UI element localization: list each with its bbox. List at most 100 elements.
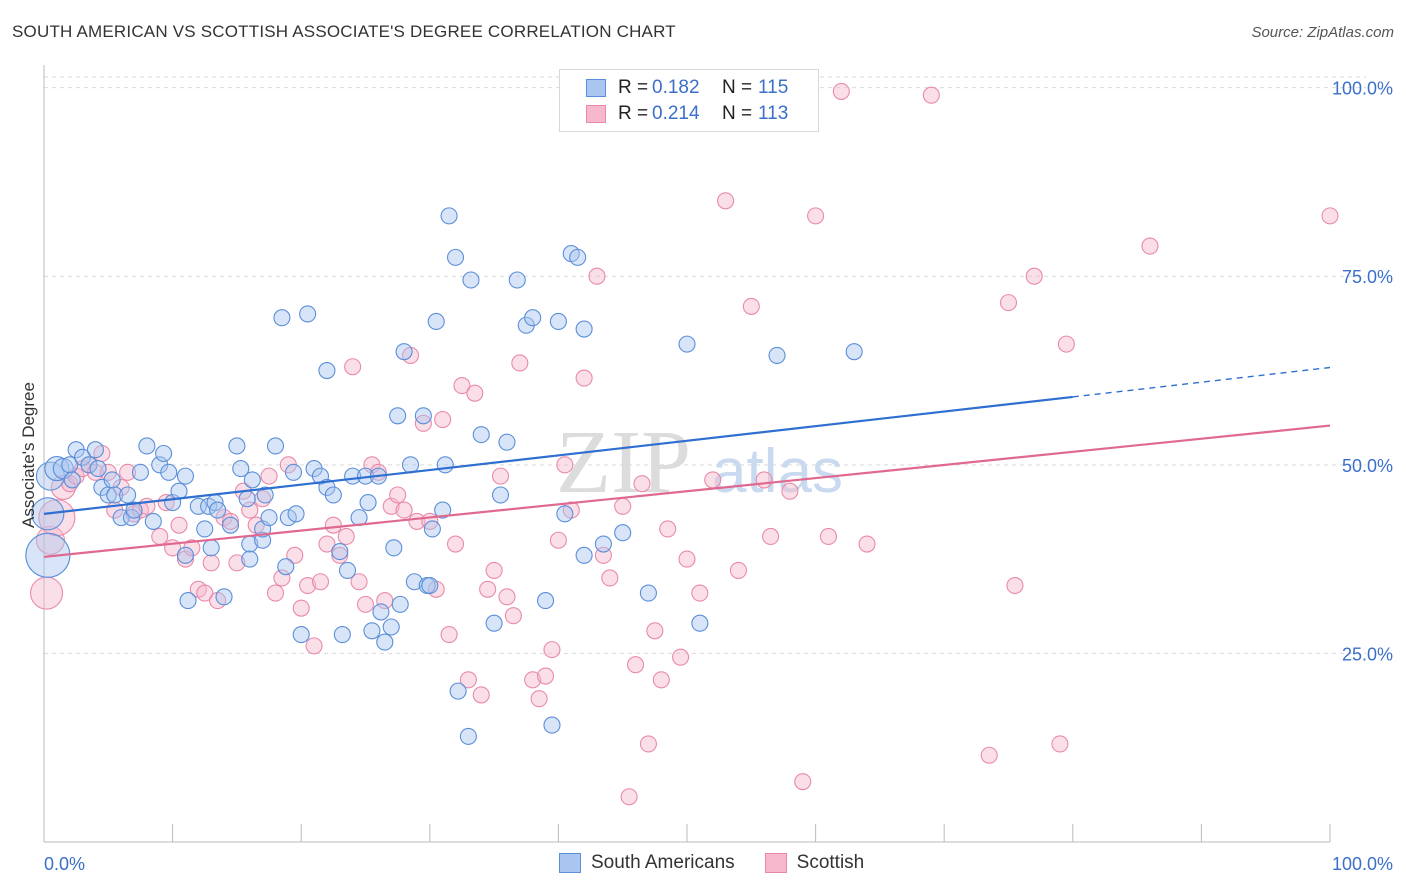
scottish-point bbox=[646, 622, 664, 640]
south-american-point bbox=[80, 456, 98, 474]
scottish-point bbox=[266, 584, 285, 602]
south-american-point bbox=[176, 467, 195, 485]
south-american-point bbox=[678, 335, 696, 353]
scottish-point bbox=[633, 475, 651, 493]
legend-row-scottish: R = 0.214 N = 113 bbox=[586, 102, 788, 126]
scottish-point bbox=[324, 516, 342, 534]
scottish-point bbox=[717, 192, 735, 210]
scottish-point bbox=[614, 497, 632, 515]
south-american-point bbox=[459, 727, 477, 745]
scottish-point bbox=[344, 358, 362, 376]
south-american-point bbox=[196, 520, 214, 538]
south-american-point bbox=[125, 501, 143, 519]
y-tick-label: 25.0% bbox=[1342, 644, 1393, 664]
y-tick-label: 50.0% bbox=[1342, 456, 1393, 476]
south-american-point bbox=[284, 463, 303, 481]
scottish-point bbox=[678, 550, 696, 568]
south-american-point bbox=[324, 486, 342, 504]
scottish-point bbox=[627, 656, 645, 674]
south-american-point bbox=[89, 460, 107, 478]
watermark: ZIP atlas bbox=[556, 413, 843, 512]
scottish-point bbox=[446, 535, 465, 553]
south-american-point bbox=[427, 312, 445, 331]
south-american-point bbox=[385, 539, 403, 557]
south-american-point bbox=[768, 346, 786, 364]
scottish-trend bbox=[43, 424, 1331, 558]
scottish-point bbox=[543, 641, 561, 659]
south-american-point bbox=[575, 320, 593, 338]
south-american-point bbox=[508, 271, 526, 289]
scottish-point bbox=[196, 584, 214, 602]
scottish-point bbox=[858, 535, 876, 553]
south-american-point bbox=[256, 486, 274, 504]
scottish-point bbox=[395, 501, 413, 519]
scottish-point bbox=[536, 667, 555, 685]
scottish-point bbox=[601, 569, 619, 587]
scottish-point bbox=[999, 294, 1018, 312]
scottish-point bbox=[807, 207, 825, 225]
south-american-point bbox=[112, 509, 130, 527]
south-american-point bbox=[498, 433, 516, 451]
scottish-point bbox=[30, 576, 64, 610]
scottish-point bbox=[466, 384, 484, 402]
south-american-point bbox=[594, 535, 612, 553]
south-americans-points bbox=[25, 207, 863, 745]
south-american-point bbox=[238, 490, 256, 508]
south-american-point bbox=[436, 456, 454, 474]
legend-row-south-americans: R = 0.182 N = 115 bbox=[586, 76, 788, 100]
south-american-point bbox=[639, 584, 657, 602]
n-label: N = bbox=[722, 103, 753, 124]
scottish-point bbox=[1141, 237, 1159, 255]
scottish-point bbox=[299, 576, 317, 595]
south-american-point bbox=[575, 546, 593, 564]
y-tick-label: 100.0% bbox=[1332, 79, 1393, 99]
south-american-point bbox=[440, 207, 458, 225]
scottish-point bbox=[356, 595, 375, 613]
scottish-point bbox=[350, 573, 368, 591]
south-american-point bbox=[260, 509, 278, 527]
correlation-legend: R = 0.182 N = 115 R = 0.214 N = 113 bbox=[559, 69, 819, 132]
watermark-atlas: atlas bbox=[712, 437, 843, 506]
south-american-point bbox=[215, 588, 233, 606]
south-american-point bbox=[155, 444, 173, 463]
scottish-point bbox=[472, 686, 490, 704]
scottish-point bbox=[331, 546, 349, 564]
south-american-point bbox=[543, 716, 561, 734]
scottish-point bbox=[742, 297, 760, 315]
scottish-point bbox=[260, 467, 278, 485]
legend-swatch-pink bbox=[586, 105, 606, 123]
scottish-point bbox=[151, 527, 169, 546]
south-american-point bbox=[103, 471, 121, 489]
south-american-point bbox=[472, 426, 490, 444]
south-american-point bbox=[614, 524, 632, 542]
scottish-point bbox=[434, 411, 452, 429]
scottish-point bbox=[819, 527, 838, 546]
south-american-point bbox=[569, 248, 587, 266]
scottish-point bbox=[491, 467, 510, 485]
legend-item-south-americans[interactable]: South Americans bbox=[559, 852, 735, 874]
axes bbox=[43, 65, 1331, 843]
n-label: N = bbox=[722, 77, 753, 98]
chart-title: SOUTH AMERICAN VS SCOTTISH ASSOCIATE'S D… bbox=[12, 22, 676, 41]
south-american-point bbox=[391, 595, 409, 613]
south-american-point bbox=[131, 463, 149, 481]
scottish-point bbox=[292, 599, 310, 617]
scottish-point bbox=[556, 456, 574, 474]
n-value: 115 bbox=[758, 77, 789, 98]
n-value: 113 bbox=[758, 103, 789, 124]
scottish-point bbox=[241, 501, 259, 519]
scottish-point bbox=[498, 588, 516, 606]
south-american-point bbox=[138, 437, 156, 455]
scottish-point bbox=[1321, 207, 1339, 225]
south-american-point bbox=[359, 493, 377, 512]
south-american-point bbox=[106, 486, 124, 504]
scottish-point bbox=[485, 561, 503, 579]
south-american-point bbox=[414, 407, 432, 425]
legend-swatch-blue bbox=[586, 79, 606, 97]
legend-item-scottish[interactable]: Scottish bbox=[764, 852, 864, 874]
legend-label: South Americans bbox=[591, 852, 735, 873]
south-american-point bbox=[363, 622, 381, 640]
south-american-point bbox=[266, 437, 285, 455]
y-tick-label: 75.0% bbox=[1342, 267, 1393, 287]
scottish-point bbox=[620, 788, 638, 806]
